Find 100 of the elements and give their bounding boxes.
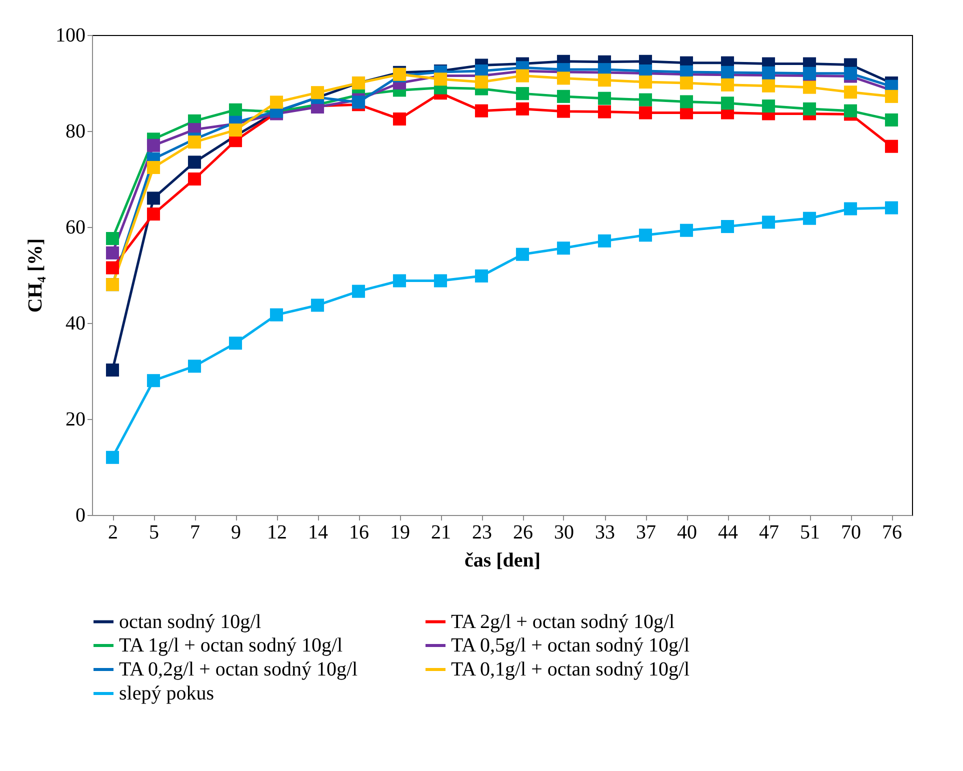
point: [680, 95, 694, 108]
legend-label: octan sodný 10g/l: [119, 610, 262, 633]
legend-label: TA 0,1g/l + octan sodný 10g/l: [451, 658, 690, 680]
x-tick-label: 37: [636, 522, 656, 544]
point: [802, 212, 816, 225]
legend-label: TA 0,2g/l + octan sodný 10g/l: [119, 658, 358, 680]
point: [106, 364, 120, 377]
x-tick-label: 26: [513, 522, 533, 544]
x-tick-label: 70: [841, 522, 861, 544]
point: [228, 103, 242, 116]
y-tick-label: 40: [66, 312, 86, 334]
point: [146, 374, 160, 388]
x-axis-title: čas [den]: [464, 550, 541, 572]
point: [556, 104, 570, 118]
point: [474, 76, 488, 89]
point: [844, 66, 858, 80]
point: [802, 80, 816, 94]
point: [516, 69, 530, 82]
y-tick-label: 0: [76, 504, 86, 526]
point: [146, 208, 160, 221]
point: [146, 160, 160, 174]
y-axis-title: CH₄ [%]: [24, 238, 46, 313]
legend-label: slepý pokus: [119, 682, 214, 704]
point: [556, 242, 570, 255]
point: [720, 96, 734, 110]
x-tick-label: 33: [595, 522, 615, 544]
x-tick-label: 9: [231, 522, 241, 544]
point: [188, 360, 202, 373]
point: [188, 136, 202, 149]
point: [598, 74, 612, 87]
point: [762, 100, 776, 113]
x-tick-label: 7: [190, 522, 200, 544]
point: [844, 86, 858, 99]
x-tick-label: 16: [349, 522, 369, 544]
point: [434, 274, 448, 288]
point: [146, 192, 160, 205]
point: [270, 96, 284, 109]
point: [228, 124, 242, 137]
point: [516, 87, 530, 100]
point: [516, 248, 530, 261]
point: [106, 261, 120, 274]
point: [762, 66, 776, 80]
point: [802, 102, 816, 116]
point: [638, 93, 652, 106]
point: [844, 104, 858, 118]
point: [516, 102, 530, 116]
point: [720, 78, 734, 92]
x-tick-label: 12: [267, 522, 287, 544]
point: [638, 106, 652, 120]
point: [392, 112, 406, 126]
x-tick-label: 19: [390, 522, 410, 544]
point: [106, 246, 120, 260]
x-tick-label: 76: [882, 522, 902, 544]
point: [762, 79, 776, 92]
point: [474, 104, 488, 118]
point: [188, 172, 202, 186]
legend-label: TA 1g/l + octan sodný 10g/l: [119, 634, 343, 656]
x-tick-label: 21: [431, 522, 451, 544]
point: [392, 274, 406, 288]
x-tick-label: 44: [718, 522, 738, 544]
point: [802, 66, 816, 80]
point: [434, 72, 448, 86]
point: [680, 224, 694, 237]
point: [146, 138, 160, 152]
y-tick-label: 80: [66, 120, 86, 142]
y-tick-label: 20: [66, 408, 86, 430]
point: [310, 86, 324, 100]
legend-label: TA 2g/l + octan sodný 10g/l: [451, 610, 675, 633]
point: [638, 228, 652, 242]
point: [352, 284, 366, 298]
point: [556, 90, 570, 103]
point: [638, 76, 652, 89]
x-tick-label: 30: [554, 522, 574, 544]
point: [598, 234, 612, 248]
point: [188, 156, 202, 169]
x-tick-label: 47: [759, 522, 779, 544]
point: [310, 298, 324, 312]
point: [884, 113, 898, 126]
legend-label: TA 0,5g/l + octan sodný 10g/l: [451, 634, 690, 656]
point: [106, 232, 120, 246]
x-tick-label: 5: [149, 522, 159, 544]
point: [844, 202, 858, 216]
point: [556, 72, 570, 85]
point: [680, 76, 694, 90]
point: [884, 140, 898, 153]
point: [474, 269, 488, 282]
point: [106, 450, 120, 464]
point: [720, 220, 734, 234]
point: [884, 90, 898, 103]
point: [598, 92, 612, 105]
point: [228, 336, 242, 350]
point: [720, 66, 734, 79]
x-tick-label: 51: [800, 522, 820, 544]
point: [762, 216, 776, 229]
y-tick-label: 60: [66, 216, 86, 238]
x-tick-label: 40: [677, 522, 697, 544]
x-tick-label: 14: [308, 522, 328, 544]
point: [884, 201, 898, 214]
x-tick-label: 2: [108, 522, 118, 544]
y-tick-label: 100: [56, 24, 86, 46]
